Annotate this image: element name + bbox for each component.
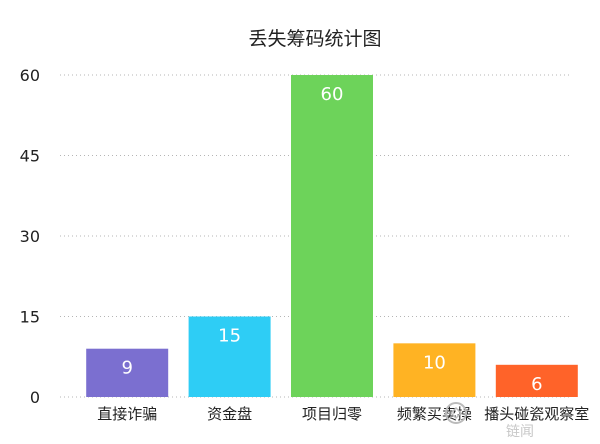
y-tick-label: 15: [20, 308, 40, 327]
x-tick-label: 播头碰瓷观察室: [484, 405, 589, 423]
y-tick-label: 30: [20, 227, 40, 246]
chart-title: 丢失筹码统计图: [248, 28, 381, 50]
watermark-text: 链闻: [506, 424, 534, 440]
data-label: 10: [423, 352, 446, 373]
bar: [188, 316, 271, 397]
watermark-icon: [445, 402, 467, 424]
bar: [495, 364, 578, 397]
x-tick-label: 频繁买卖操: [397, 405, 472, 423]
y-tick-label: 0: [30, 388, 40, 407]
y-tick-label: 45: [20, 147, 40, 166]
data-label: 9: [121, 358, 132, 379]
data-label: 6: [531, 374, 542, 395]
bar: [86, 348, 169, 397]
x-tick-label: 资金盘: [207, 405, 252, 423]
bars: 9 15 60 10 6: [86, 75, 578, 397]
x-tick-label: 直接诈骗: [97, 405, 157, 423]
x-axis-ticks: 直接诈骗 资金盘 项目归零 频繁买卖操 播头碰瓷观察室: [97, 405, 589, 423]
data-label: 15: [218, 326, 241, 347]
x-tick-label: 项目归零: [302, 405, 362, 423]
data-label: 60: [321, 84, 344, 105]
bar: [393, 343, 476, 397]
watermark-icon-mark: [449, 406, 463, 420]
bar: [291, 75, 373, 397]
y-axis-ticks: 0 15 30 45 60: [20, 66, 40, 407]
y-tick-label: 60: [20, 66, 40, 85]
watermark: 链闻: [445, 402, 534, 440]
